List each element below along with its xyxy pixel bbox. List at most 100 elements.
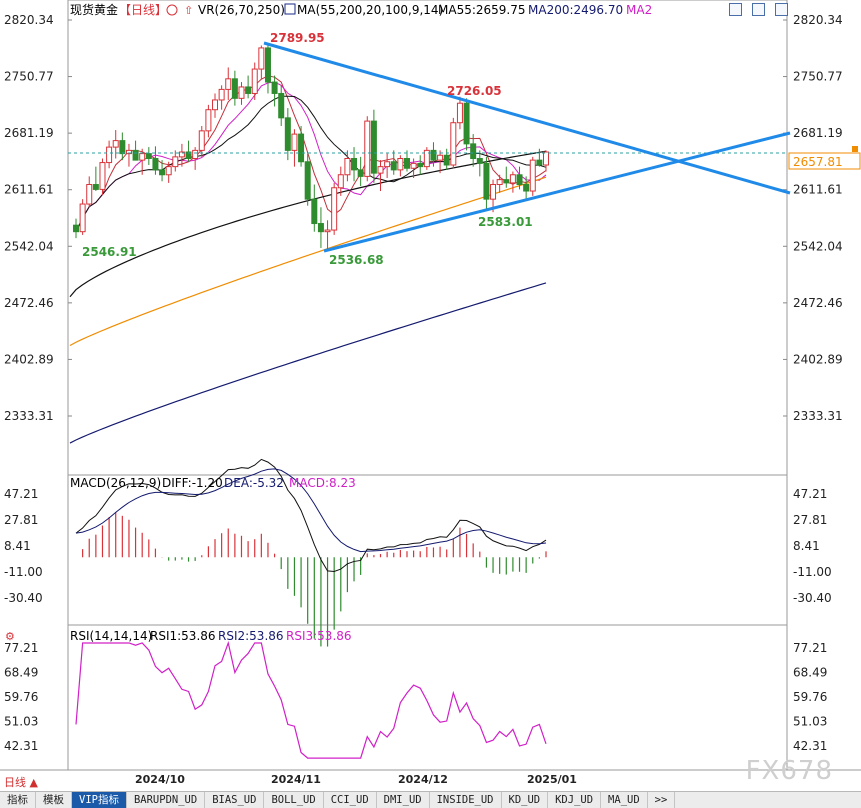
tab-template[interactable]: 模板 [36, 792, 72, 808]
macd-diff: DIFF:-1.20 [162, 476, 223, 490]
candle-body [337, 174, 344, 189]
candle-body [291, 133, 298, 151]
tab-cci[interactable]: CCI_UD [324, 792, 377, 808]
ma200-label: MA200:2496.70 [528, 3, 623, 17]
candle-body [99, 162, 106, 190]
candle-body [145, 153, 152, 160]
price-tick-label: 2402.89 [793, 352, 843, 366]
macd-dea: DEA:-5.32 [224, 476, 284, 490]
candle-body [251, 68, 258, 94]
rsi-tick-label: 42.31 [4, 739, 38, 753]
zoom-in-icon[interactable] [729, 3, 742, 16]
tab-inside[interactable]: INSIDE_UD [430, 792, 502, 808]
candle-body [284, 117, 291, 151]
macd-tick-label: -11.00 [4, 565, 43, 579]
candle-body [172, 156, 179, 168]
candle-body [344, 158, 351, 176]
price-axis: 2820.34 2820.34 2750.77 2750.77 2681.19 2681.… [4, 13, 843, 423]
ma-label: MA(55,200,20,100,9,14) [297, 3, 443, 17]
candle-body [364, 120, 371, 177]
rsi-tick-label: 68.49 [4, 665, 38, 679]
macd-tick-label: -30.40 [4, 591, 43, 605]
price-tick-label: 2542.04 [4, 239, 54, 253]
macd-diff-line [75, 458, 547, 572]
zoom-out-icon[interactable] [752, 3, 765, 16]
candle-body [152, 158, 159, 171]
tab-ma[interactable]: MA_UD [601, 792, 648, 808]
rsi3-label: RSI3:53.86 [286, 629, 352, 643]
tab-kdj[interactable]: KDJ_UD [548, 792, 602, 808]
candle-body [523, 184, 530, 192]
candle-body [331, 187, 338, 231]
clock-icon[interactable] [166, 4, 178, 16]
tab-dmi[interactable]: DMI_UD [377, 792, 430, 808]
settings-icon[interactable]: ⚙ [5, 630, 15, 643]
indicator-tab-bar: 指标 模板 VIP指标 BARUPDN_UD BIAS_UD BOLL_UD C… [0, 791, 861, 808]
trendlines[interactable] [263, 41, 791, 253]
candle-body [324, 229, 331, 233]
candle-body [430, 149, 437, 161]
date-label: 2024/12 [398, 773, 448, 786]
candle-body [212, 99, 219, 111]
candle-body [218, 88, 225, 101]
candle-body [311, 198, 318, 225]
candle-body [125, 149, 132, 155]
tab-more[interactable]: >> [648, 792, 676, 808]
date-label: 2025/01 [527, 773, 577, 786]
candle-body [225, 78, 232, 90]
candle-body [238, 86, 245, 99]
rsi-panel-frame [67, 624, 788, 771]
rsi-tick-label: 51.03 [793, 715, 827, 729]
candle-body [178, 151, 185, 158]
rsi-plot [75, 640, 547, 759]
macd-tick-label: 27.81 [4, 513, 38, 527]
ma100-line [69, 176, 547, 347]
restore-icon[interactable] [775, 3, 788, 16]
rsi-tick-label: 59.76 [4, 690, 38, 704]
candle-body [165, 166, 172, 176]
last-price-label: 2657.81 [793, 155, 843, 169]
candle-body [403, 158, 410, 169]
candle-body [536, 159, 543, 166]
tab-vip-indicator[interactable]: VIP指标 [72, 792, 127, 808]
ma200-line [69, 282, 547, 444]
candle-body [543, 151, 549, 166]
rsi-line [75, 640, 547, 759]
tab-indicator[interactable]: 指标 [0, 792, 36, 808]
tab-boll[interactable]: BOLL_UD [264, 792, 324, 808]
candle-body [185, 151, 192, 160]
macd-plot [75, 458, 547, 647]
rsi2-label: RSI2:53.86 [218, 629, 284, 643]
candle-body [443, 154, 450, 166]
price-tick-label: 2681.19 [793, 126, 843, 140]
tab-bias[interactable]: BIAS_UD [205, 792, 265, 808]
rsi-title: RSI(14,14,14) [70, 629, 152, 643]
instrument-name: 现货黄金 [70, 2, 118, 17]
lower-trendline[interactable] [323, 131, 791, 253]
upper-trendline[interactable] [263, 41, 791, 195]
candle-body [304, 161, 311, 200]
ma55-label: MA55:2659.75 [438, 3, 526, 17]
candle-body [417, 162, 424, 168]
date-label: 2024/10 [135, 773, 185, 786]
candle-body [483, 162, 490, 200]
period-button[interactable]: 日线 ▲ [4, 776, 38, 789]
annotation-low-3: 2583.01 [478, 215, 533, 229]
candle-body [245, 86, 252, 94]
price-tick-label: 2681.19 [4, 126, 54, 140]
candle-body [119, 140, 126, 155]
candle-body [351, 158, 358, 171]
price-tick-label: 2820.34 [793, 13, 843, 27]
annotation-high-2: 2726.05 [447, 84, 502, 98]
tab-kd[interactable]: KD_UD [502, 792, 549, 808]
candle-body [450, 122, 457, 166]
macd-value: MACD:8.23 [289, 476, 356, 490]
rsi-tick-label: 42.31 [793, 739, 827, 753]
price-tick-label: 2820.34 [4, 13, 54, 27]
price-tick-label: 2333.31 [793, 409, 843, 423]
indicator-icon[interactable] [284, 3, 296, 15]
candle-body [86, 184, 93, 205]
arrow-up-icon[interactable]: ⇧ [184, 4, 193, 17]
candle-body [470, 143, 477, 160]
tab-barupdn[interactable]: BARUPDN_UD [127, 792, 206, 808]
